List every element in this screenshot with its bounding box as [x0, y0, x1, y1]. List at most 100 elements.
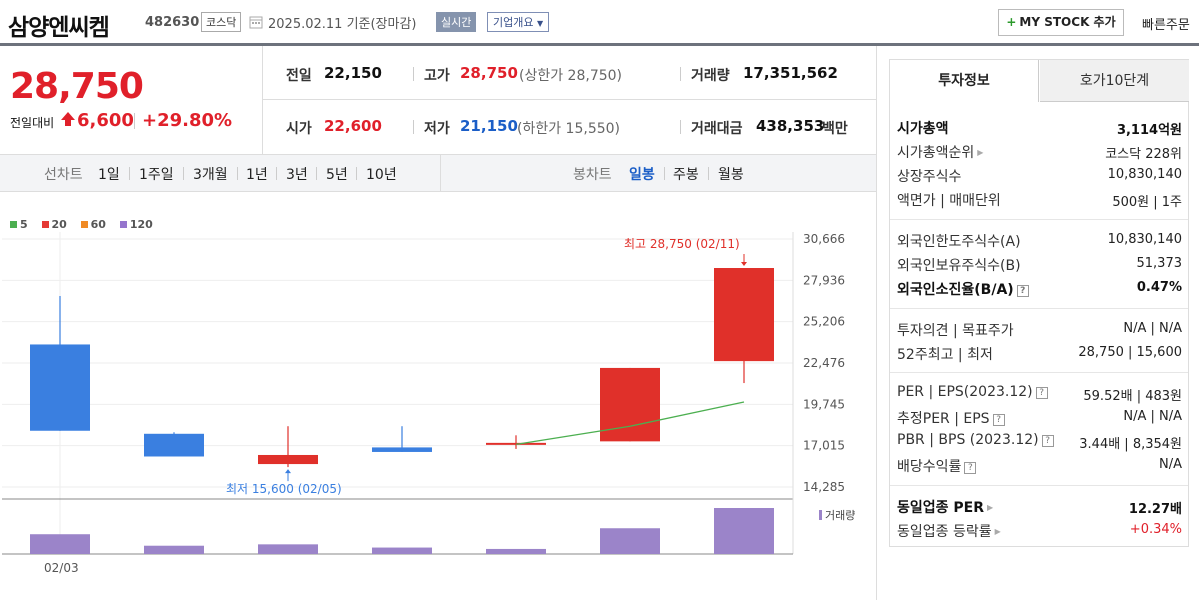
per-eps-value: 59.52배 | 483원 — [1083, 389, 1182, 404]
par-value-value: 500원 | 1주 — [1112, 195, 1182, 210]
tab-separator — [129, 167, 130, 180]
help-icon[interactable]: ? — [1035, 387, 1048, 399]
pbr-bps-text: PBR | BPS (2023.12) — [897, 432, 1039, 448]
high-label: 고가 — [424, 68, 450, 84]
quick-order-button[interactable]: 빠른주문 — [1142, 18, 1190, 33]
tab-order-book[interactable]: 호가10단계 — [1040, 60, 1189, 102]
tab-separator — [276, 167, 277, 180]
volume-bar — [372, 547, 432, 554]
company-overview-button[interactable]: 기업개요 ▼ — [487, 12, 550, 32]
dividend-yield-value: N/A — [1159, 457, 1182, 472]
help-icon[interactable]: ? — [992, 414, 1005, 426]
foreign-limit-label: 외국인한도주식수(A) — [897, 234, 1021, 250]
plus-icon: + — [1006, 15, 1017, 29]
prev-close-label: 전일 — [286, 68, 312, 84]
foreign-ratio-label: 외국인소진율(B/A)? — [897, 279, 1029, 299]
y-tick-label: 25,206 — [803, 315, 845, 329]
opinion-value: N/A | N/A — [1123, 321, 1182, 336]
realtime-button[interactable]: 실시간 — [436, 12, 477, 32]
foreign-ratio-text: 외국인소진율(B/A) — [897, 282, 1014, 298]
open-label: 시가 — [286, 121, 312, 137]
mystock-add-button[interactable]: + MY STOCK 추가 — [998, 9, 1124, 36]
low-value: 21,150 — [460, 117, 518, 135]
est-per-eps-label: 추정PER | EPS? — [897, 408, 1005, 428]
tab-separator — [664, 167, 665, 180]
industry-per-label[interactable]: 동일업종 PER ▶ — [897, 497, 993, 517]
stock-name: 삼양엔씨켐 — [8, 15, 110, 41]
help-icon[interactable]: ? — [1041, 435, 1054, 447]
amount-value: 438,353 — [756, 117, 825, 135]
chevron-right-icon: ▶ — [994, 527, 1001, 536]
tab-10years[interactable]: 10년 — [366, 167, 397, 183]
y-tick-label: 27,936 — [803, 273, 845, 287]
section-divider — [890, 308, 1188, 309]
tab-separator — [183, 167, 184, 180]
foreign-holding-value: 51,373 — [1136, 256, 1183, 271]
tab-invest-info[interactable]: 투자정보 — [890, 60, 1039, 102]
y-tick-label: 19,745 — [803, 397, 845, 411]
volume-label: 거래량 — [691, 68, 730, 84]
change-divider — [134, 113, 135, 129]
candle-body — [600, 367, 660, 442]
candle-chart-label: 봉차트 — [573, 167, 612, 183]
market-cap-rank-label[interactable]: 시가총액순위 ▶ — [897, 142, 983, 162]
amount-unit: 백만 — [822, 121, 848, 137]
week52-label: 52주최고 | 최저 — [897, 347, 993, 363]
tab-monthly-candle[interactable]: 월봉 — [718, 167, 744, 183]
foreign-holding-label: 외국인보유주식수(B) — [897, 258, 1021, 274]
max-arrowhead-icon — [741, 262, 747, 267]
chevron-right-icon: ▶ — [977, 148, 984, 157]
listed-shares-value: 10,830,140 — [1107, 167, 1182, 182]
change-label: 전일대비 — [10, 116, 55, 130]
volume-bar — [258, 544, 318, 554]
volume-bar — [486, 548, 546, 554]
legend-label: 20 — [51, 218, 67, 231]
candle-body — [144, 433, 204, 457]
tab-separator — [356, 167, 357, 180]
section-divider — [890, 372, 1188, 373]
per-eps-text: PER | EPS(2023.12) — [897, 384, 1033, 400]
base-date: 2025.02.11 기준(장마감) — [268, 17, 417, 32]
est-per-eps-text: 추정PER | EPS — [897, 411, 990, 427]
tab-1year[interactable]: 1년 — [246, 167, 268, 183]
tab-daily-candle[interactable]: 일봉 — [629, 167, 655, 183]
ma5-line — [515, 401, 745, 446]
tab-5years[interactable]: 5년 — [326, 167, 348, 183]
quote-separator — [680, 67, 681, 81]
volume-bar — [30, 534, 90, 554]
help-icon[interactable]: ? — [964, 462, 977, 474]
chart-legend: 5 20 60 120 — [10, 218, 163, 231]
market-cap-rank-value: 코스닥 228위 — [1105, 147, 1182, 162]
tab-3months[interactable]: 3개월 — [193, 167, 228, 183]
quote-divider-horizontal — [262, 99, 876, 100]
mystock-label: MY STOCK 추가 — [1019, 15, 1116, 29]
tab-3years[interactable]: 3년 — [286, 167, 308, 183]
tab-1week[interactable]: 1주일 — [139, 167, 174, 183]
header-divider — [0, 43, 1199, 46]
volume-value: 17,351,562 — [743, 64, 838, 82]
industry-change-label[interactable]: 동일업종 등락률 ▶ — [897, 521, 1001, 541]
dividend-yield-text: 배당수익률 — [897, 459, 962, 475]
foreign-limit-value: 10,830,140 — [1107, 232, 1182, 247]
legend-label: 120 — [129, 218, 153, 231]
open-value: 22,600 — [324, 117, 382, 135]
chevron-right-icon: ▶ — [987, 503, 994, 512]
tab-separator — [237, 167, 238, 180]
help-icon[interactable]: ? — [1016, 285, 1029, 297]
industry-change-value: +0.34% — [1129, 522, 1182, 537]
max-price-annotation: 최고 28,750 (02/11) — [624, 237, 740, 251]
candle-body — [30, 344, 90, 431]
week52-value: 28,750 | 15,600 — [1078, 345, 1182, 360]
candle-body — [372, 447, 432, 452]
y-tick-label: 30,666 — [803, 232, 845, 246]
market-cap-rank-text: 시가총액순위 — [897, 145, 975, 161]
amount-label: 거래대금 — [691, 121, 743, 137]
par-value-label: 액면가 | 매매단위 — [897, 193, 1001, 209]
dividend-yield-label: 배당수익률? — [897, 456, 977, 476]
min-arrowhead-icon — [285, 469, 291, 474]
tab-1day[interactable]: 1일 — [98, 167, 120, 183]
dropdown-arrow-icon: ▼ — [536, 19, 544, 28]
industry-change-text: 동일업종 등락률 — [897, 524, 992, 540]
tab-weekly-candle[interactable]: 주봉 — [673, 167, 699, 183]
opinion-label: 투자의견 | 목표주가 — [897, 323, 1014, 339]
